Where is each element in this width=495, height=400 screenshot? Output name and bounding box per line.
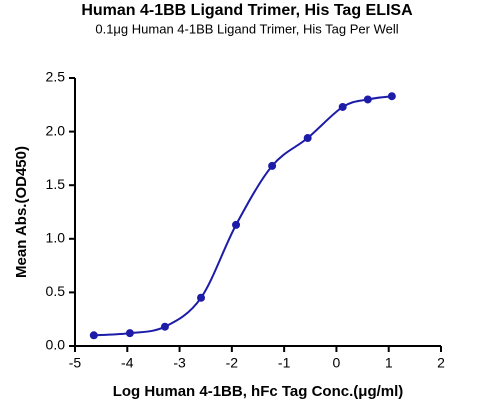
data-point [160, 322, 169, 331]
y-tick-label: 0.0 [46, 337, 66, 353]
data-point [89, 331, 98, 340]
y-tick-label: 0.5 [46, 283, 66, 299]
chart-title: Human 4-1BB Ligand Trimer, His Tag ELISA [81, 2, 413, 19]
data-point [303, 134, 312, 143]
x-tick-label: -2 [226, 355, 239, 371]
data-point [268, 161, 277, 170]
fit-curve [93, 95, 392, 337]
x-axis-label: Log Human 4-1BB, hFc Tag Conc.(μg/ml) [113, 383, 404, 400]
y-tick-label: 2.5 [46, 69, 66, 85]
chart-subtitle: 0.1μg Human 4-1BB Ligand Trimer, His Tag… [95, 21, 398, 36]
data-point [232, 220, 241, 229]
y-axis-label: Mean Abs.(OD450) [13, 146, 30, 278]
x-tick-label: 1 [385, 355, 393, 371]
x-tick-label: -3 [173, 355, 186, 371]
data-point [197, 293, 206, 302]
data-point [387, 92, 396, 101]
x-tick-label: -5 [69, 355, 82, 371]
x-tick-label: -1 [278, 355, 291, 371]
data-point [125, 329, 134, 338]
data-point [363, 95, 372, 104]
y-tick-label: 2.0 [46, 122, 66, 138]
y-tick-label: 1.0 [46, 230, 66, 246]
y-tick-label: 1.5 [46, 176, 66, 192]
data-point [338, 102, 347, 111]
x-tick-label: 2 [437, 355, 445, 371]
x-tick-label: 0 [333, 355, 341, 371]
x-tick-label: -4 [121, 355, 134, 371]
